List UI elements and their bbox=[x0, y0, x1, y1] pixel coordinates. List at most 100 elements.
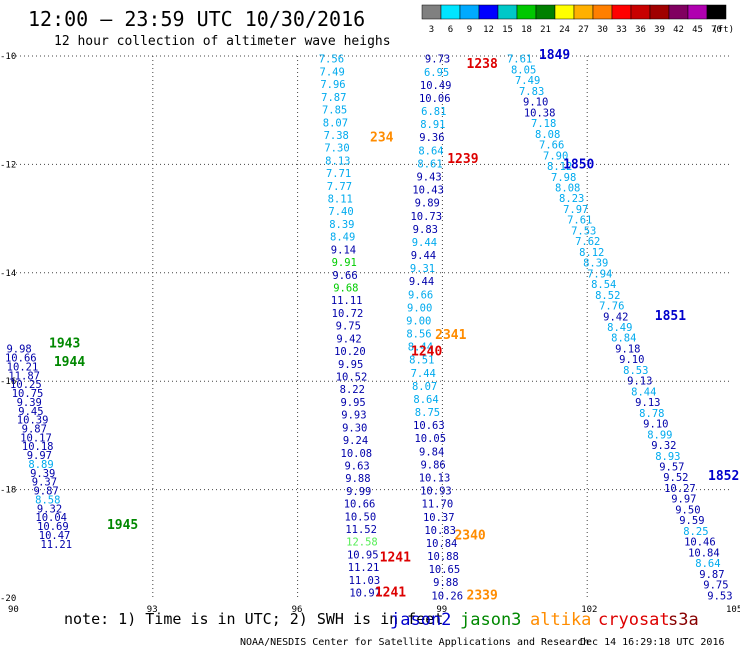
legend-swatch bbox=[554, 4, 575, 20]
swh-value: 9.37 bbox=[32, 477, 57, 489]
legend-label: 39 bbox=[654, 25, 665, 35]
swh-value: 10.84 bbox=[426, 538, 458, 550]
swh-value: 9.14 bbox=[331, 244, 356, 256]
swh-value: 9.39 bbox=[30, 468, 55, 480]
swh-value: 9.97 bbox=[671, 494, 696, 506]
swh-value: 7.76 bbox=[599, 301, 624, 313]
swh-value: 8.25 bbox=[683, 526, 708, 538]
swh-value: 9.00 bbox=[406, 315, 431, 327]
swh-value: 8.64 bbox=[413, 394, 438, 406]
swh-value: 9.42 bbox=[603, 311, 628, 323]
footer-note: note: 1) Time is in UTC; 2) SWH is in fe… bbox=[64, 610, 443, 628]
swh-value: 9.53 bbox=[707, 590, 732, 602]
swh-value: 9.30 bbox=[342, 422, 367, 434]
swh-value: 9.66 bbox=[332, 270, 357, 282]
swh-value: 7.30 bbox=[324, 143, 349, 155]
chart-subtitle: 12 hour collection of altimeter wave hei… bbox=[54, 34, 391, 49]
swh-value: 9.43 bbox=[416, 171, 441, 183]
legend-label: 27 bbox=[578, 25, 589, 35]
pass-label: 1852 bbox=[708, 469, 739, 484]
pass-label: 1850 bbox=[563, 157, 594, 172]
swh-value: 7.98 bbox=[551, 172, 576, 184]
legend-label: 42 bbox=[673, 25, 684, 35]
swh-value: 10.75 bbox=[12, 388, 44, 400]
swh-value: 9.59 bbox=[679, 515, 704, 527]
pass-label: 2341 bbox=[435, 328, 466, 343]
swh-value: 10.66 bbox=[5, 353, 37, 365]
swh-value: 10.37 bbox=[423, 512, 455, 524]
swh-value: 8.56 bbox=[406, 329, 431, 341]
x-tick-label: 102 bbox=[581, 605, 597, 615]
swh-value: 7.49 bbox=[515, 75, 540, 87]
swh-value: 10.49 bbox=[420, 80, 452, 92]
swh-value: 8.93 bbox=[655, 451, 680, 463]
footer-timestamp: Dec 14 16:29:18 UTC 2016 bbox=[580, 637, 725, 648]
swh-value: 7.53 bbox=[571, 225, 596, 237]
swh-value: 11.21 bbox=[40, 539, 72, 551]
x-tick-label: 96 bbox=[292, 605, 303, 615]
swh-value: 10.25 bbox=[10, 379, 42, 391]
legend-label: 24 bbox=[559, 25, 570, 35]
pass-label: 1849 bbox=[539, 48, 570, 63]
swh-value: 11.11 bbox=[331, 295, 363, 307]
swh-value: 8.05 bbox=[511, 64, 536, 76]
satellite-name: s3a bbox=[668, 610, 699, 630]
legend-swatch bbox=[421, 4, 442, 20]
swh-value: 10.46 bbox=[684, 537, 716, 549]
swh-value: 9.98 bbox=[6, 344, 31, 356]
legend-label: 36 bbox=[635, 25, 646, 35]
swh-value: 9.95 bbox=[338, 359, 363, 371]
swh-value: 9.00 bbox=[407, 302, 432, 314]
swh-value: 10.18 bbox=[22, 441, 54, 453]
swh-value: 9.91 bbox=[332, 257, 357, 269]
swh-value: 9.13 bbox=[635, 397, 660, 409]
pass-label: 1944 bbox=[54, 355, 85, 370]
swh-value: 10.52 bbox=[336, 371, 368, 383]
legend-swatch bbox=[478, 4, 499, 20]
legend-label: 18 bbox=[521, 25, 532, 35]
swh-value: 8.75 bbox=[415, 407, 440, 419]
satellite-name: jason3 bbox=[460, 610, 521, 630]
swh-value: 10.04 bbox=[35, 512, 67, 524]
swh-value: 9.13 bbox=[627, 376, 652, 388]
swh-value: 7.38 bbox=[324, 130, 349, 142]
swh-value: 10.93 bbox=[420, 486, 452, 498]
swh-value: 8.08 bbox=[535, 129, 560, 141]
swh-value: 9.36 bbox=[419, 132, 444, 144]
swh-value: 9.57 bbox=[659, 462, 684, 474]
satellite-name: altika bbox=[530, 610, 591, 630]
pass-label: 1240 bbox=[411, 344, 442, 359]
swh-value: 7.90 bbox=[543, 150, 568, 162]
swh-value: 8.44 bbox=[408, 342, 433, 354]
swh-value: 7.94 bbox=[587, 268, 612, 280]
swh-value: 9.10 bbox=[643, 419, 668, 431]
swh-value: 10.26 bbox=[431, 590, 463, 602]
swh-value: 9.18 bbox=[615, 343, 640, 355]
swh-value: 9.73 bbox=[425, 54, 450, 66]
swh-value: 10.83 bbox=[424, 525, 456, 537]
swh-value: 9.75 bbox=[703, 580, 728, 592]
swh-tracks: 9.9810.6610.2111.8710.2510.759.399.4510.… bbox=[5, 54, 733, 603]
satellite-name: cryosat bbox=[598, 610, 670, 630]
swh-value: 7.85 bbox=[322, 105, 347, 117]
swh-value: 8.91 bbox=[420, 119, 445, 131]
swh-value: 10.06 bbox=[419, 93, 451, 105]
y-tick-label: -14 bbox=[0, 269, 16, 279]
legend-label: 70 bbox=[711, 25, 722, 35]
swh-value: 10.27 bbox=[664, 483, 696, 495]
swh-value: 10.72 bbox=[332, 308, 364, 320]
swh-value: 8.08 bbox=[555, 182, 580, 194]
x-tick-label: 105 bbox=[726, 605, 740, 615]
swh-value: 10.21 bbox=[7, 361, 39, 373]
pass-label: 1239 bbox=[447, 152, 478, 167]
swh-value: 6.95 bbox=[424, 67, 449, 79]
legend-swatch bbox=[573, 4, 594, 20]
pass-label: 2339 bbox=[467, 588, 498, 603]
swh-value: 9.87 bbox=[33, 486, 58, 498]
legend-label: 12 bbox=[483, 25, 494, 35]
swh-value: 7.61 bbox=[567, 215, 592, 227]
swh-value: 10.66 bbox=[344, 499, 376, 511]
swh-value: 8.39 bbox=[583, 258, 608, 270]
swh-value: 9.63 bbox=[344, 460, 369, 472]
